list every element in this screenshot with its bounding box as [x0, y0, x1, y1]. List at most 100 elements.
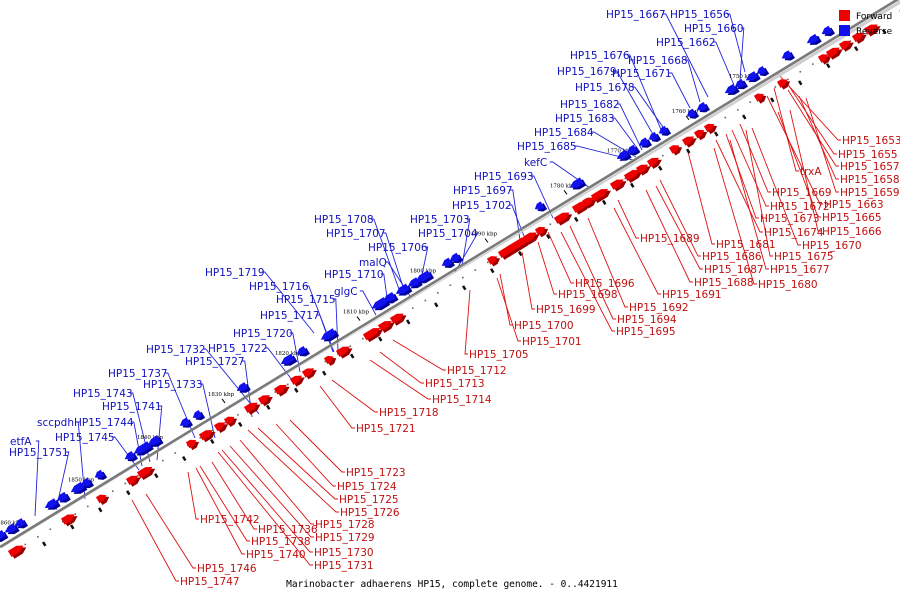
leader-line — [164, 372, 196, 439]
leader-line — [613, 207, 661, 295]
gene-body — [407, 277, 420, 287]
gene-body — [590, 188, 609, 202]
minor-dot — [412, 307, 414, 309]
forward-gene — [776, 79, 791, 90]
forward-gene-label: HP15_1747 — [180, 576, 240, 588]
reverse-gene — [724, 83, 740, 95]
legend-label-forward: Forward — [856, 12, 892, 22]
legend-swatch-reverse — [839, 25, 850, 36]
kbp-tick-label: 1850 kbp — [68, 477, 95, 483]
forward-gene-label: HP15_1657 — [840, 161, 900, 173]
forward-gene-label: HP15_1698 — [558, 289, 618, 301]
kbp-tick-label: 1750 kbp — [729, 74, 756, 80]
gene-body — [756, 65, 767, 75]
reverse-gene-label: HP15_1683 — [555, 113, 615, 125]
forward-gene — [668, 145, 683, 156]
feature-marker — [769, 97, 775, 103]
reverse-gene-label: HP15_1722 — [208, 343, 268, 355]
kbp-tick-label: 1830 kbp — [208, 392, 235, 398]
feature-marker — [350, 353, 355, 359]
gene-body — [389, 313, 404, 324]
feature-marker — [518, 251, 523, 257]
leader-line — [573, 145, 634, 161]
forward-gene — [243, 402, 261, 415]
gene-body — [60, 514, 75, 525]
feature-marker — [41, 541, 47, 547]
forward-gene — [377, 320, 395, 334]
forward-gene-label: HP15_1688 — [694, 277, 754, 289]
leader-line — [777, 111, 821, 218]
leader-line — [617, 199, 639, 239]
feature-marker — [322, 370, 327, 376]
reverse-gene-label: HP15_1737 — [108, 368, 168, 380]
minor-dot — [274, 391, 277, 393]
minor-dot — [624, 177, 627, 180]
leader-line — [590, 131, 637, 158]
reverse-gene — [133, 441, 154, 456]
leader-line — [264, 347, 293, 381]
forward-gene-label: HP15_1666 — [822, 226, 882, 238]
reverse-gene-label: HP15_1704 — [418, 228, 478, 240]
reverse-gene — [415, 270, 435, 284]
minor-dot — [162, 459, 164, 462]
feature-marker — [853, 46, 859, 52]
gene-body — [686, 108, 697, 117]
feature-marker — [882, 28, 887, 35]
gene-body — [70, 481, 85, 493]
minor-dot — [799, 70, 802, 73]
reverse-gene — [756, 65, 770, 77]
minor-dot — [724, 116, 727, 119]
reverse-gene — [382, 292, 399, 304]
gene-body — [449, 252, 461, 262]
forward-gene-label: HP15_1713 — [425, 378, 485, 390]
gene-body — [693, 129, 705, 139]
gene-body — [553, 212, 570, 224]
gene-body — [289, 375, 302, 385]
leader-line — [659, 179, 701, 257]
leader-line — [805, 97, 839, 193]
reverse-gene — [534, 201, 548, 212]
reverse-gene-label: HP15_1741 — [102, 401, 162, 413]
gene-body — [734, 78, 746, 88]
forward-gene — [136, 466, 156, 481]
leader-line — [611, 117, 641, 153]
reverse-gene — [4, 523, 20, 535]
gene-body — [668, 145, 680, 154]
forward-gene-label: HP15_1659 — [840, 187, 900, 199]
leader-line — [261, 271, 315, 334]
reverse-gene-label: HP15_1710 — [324, 269, 384, 281]
forward-gene-label: HP15_1689 — [640, 233, 700, 245]
forward-gene — [753, 93, 767, 104]
gene-body — [198, 430, 213, 441]
reverse-gene-label: HP15_1707 — [326, 228, 386, 240]
reverse-gene-label: HP15_1727 — [185, 356, 245, 368]
minor-dot — [487, 261, 489, 264]
forward-gene — [681, 136, 697, 148]
gene-body — [296, 346, 308, 355]
gene-body — [95, 494, 107, 504]
reverse-gene — [94, 469, 108, 480]
gene-body — [147, 435, 161, 446]
gene-body — [534, 201, 545, 210]
reverse-gene-label: HP15_1717 — [260, 310, 320, 322]
forward-gene-label: HP15_1655 — [838, 149, 898, 161]
reverse-gene-label: HP15_1702 — [452, 200, 512, 212]
forward-gene-label: HP15_1746 — [197, 563, 257, 575]
leader-line — [739, 27, 745, 81]
reverse-gene-label: kefC — [524, 157, 547, 169]
gene-labels: HP15_1656 HP15_1667 HP15_1660 HP15_1662 HP15… — [9, 9, 900, 588]
forward-gene-label: HP15_1686 — [702, 251, 762, 263]
label-leader-lines — [34, 13, 841, 582]
minor-dot — [437, 292, 439, 294]
reverse-gene-label: HP15_1745 — [55, 432, 115, 444]
minor-dot — [737, 109, 739, 111]
leader-line — [777, 73, 841, 141]
reverse-gene — [638, 137, 652, 148]
gene-body — [280, 353, 295, 365]
minor-dot — [224, 421, 227, 424]
forward-gene — [609, 179, 627, 192]
feature-marker — [153, 473, 159, 479]
reverse-gene-label: etfA — [10, 436, 32, 448]
forward-gene — [497, 237, 532, 260]
